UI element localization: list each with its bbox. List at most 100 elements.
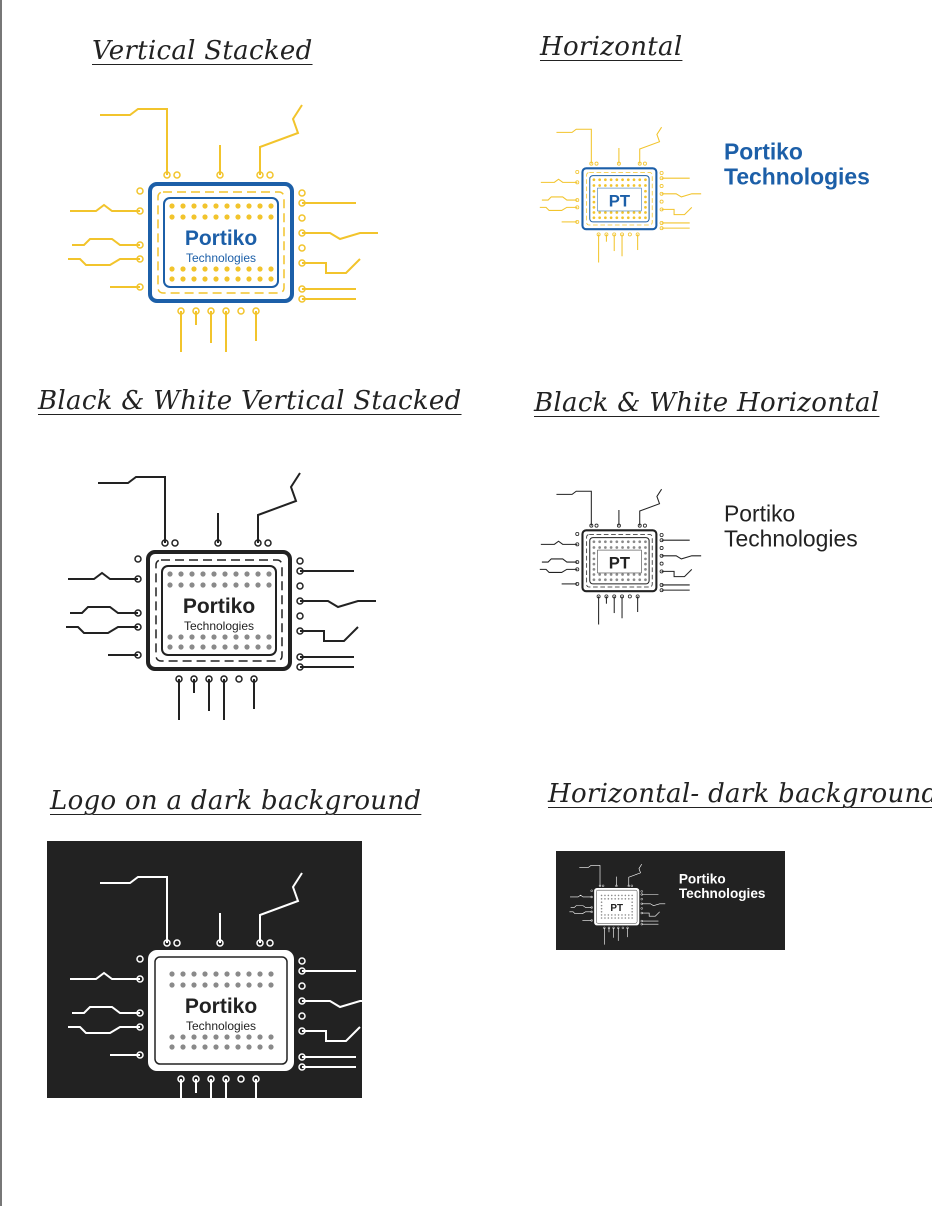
chip-dot	[592, 540, 596, 544]
chip-dot	[621, 573, 624, 576]
chip-dot	[609, 546, 613, 549]
chip-dot	[631, 911, 633, 913]
chip-brand-name: Portiko	[185, 995, 257, 1018]
chip-dot	[592, 567, 596, 571]
chip-dot	[638, 216, 642, 220]
lead-right-4	[661, 193, 702, 198]
chip-dot	[609, 578, 613, 582]
chip-dot	[169, 214, 175, 220]
lead-bottom-5-pin	[237, 307, 245, 315]
chip-dot	[604, 898, 606, 900]
heading-vertical-stacked: Vertical Stacked	[92, 36, 313, 66]
chip-dot	[257, 266, 263, 272]
lead-left-4-pin	[575, 219, 580, 224]
chip-monogram: PT	[610, 903, 623, 914]
chip-dot	[610, 898, 613, 900]
chip-dot	[592, 557, 596, 561]
logo-wordmark-line1: Portiko	[724, 500, 795, 526]
chip-dot	[607, 917, 610, 919]
lead-top-3-pin	[214, 539, 222, 547]
chip-dot	[244, 571, 250, 577]
lead-right-4-pin	[640, 902, 643, 905]
chip-dot	[600, 894, 603, 897]
chip-dot	[244, 582, 250, 588]
lead-top-4-pin	[637, 161, 642, 166]
chip-dot	[257, 982, 263, 988]
chip-dot	[257, 971, 263, 977]
chip-dot	[614, 914, 616, 916]
chip-dot	[244, 634, 250, 640]
chip-monogram-box	[597, 187, 642, 212]
chip-dot	[598, 216, 602, 220]
chip-brand-subtitle: Technologies	[186, 1019, 256, 1033]
lead-left-1	[540, 540, 578, 545]
chip-dot	[244, 644, 250, 650]
lead-left-1-pin	[575, 542, 580, 547]
chip-dot	[202, 214, 208, 220]
chip-dot	[189, 634, 195, 640]
chip-dot	[615, 216, 619, 220]
chip-dot	[202, 203, 208, 209]
chip-dot	[257, 1034, 263, 1040]
lead-top-1-pin	[589, 161, 594, 166]
chip-dot	[235, 971, 241, 977]
chip-dot	[180, 214, 186, 220]
chip-dot	[621, 184, 624, 187]
lead-bottom-5-pin	[237, 1075, 245, 1083]
lead-left-3-pin	[575, 567, 580, 572]
chip-die	[163, 197, 279, 288]
page-left-border	[0, 0, 2, 1206]
chip-dot	[610, 894, 613, 897]
chip-dot	[202, 971, 208, 977]
lead-bottom-5-pin	[621, 926, 625, 930]
chip-dot	[604, 917, 606, 919]
lead-left-2-pin	[134, 609, 142, 617]
chip-dot	[632, 216, 636, 220]
chip-dot	[224, 1044, 230, 1050]
chip-dot	[224, 214, 230, 220]
lead-bottom-2-pin	[604, 594, 609, 599]
lead-top-3-pin	[616, 161, 621, 166]
lead-bottom-2-pin	[192, 307, 200, 315]
lead-bottom-5-pin	[627, 594, 632, 599]
chip-dot	[246, 266, 252, 272]
chip-dot	[600, 917, 603, 919]
lead-bottom-1-pin	[177, 1075, 185, 1083]
chip-dot	[609, 216, 613, 220]
chip-dot	[626, 578, 630, 582]
lead-right-6	[302, 1026, 361, 1042]
chip-dot	[235, 1034, 241, 1040]
lead-left-4-pin	[590, 919, 593, 922]
lead-left-4-pin	[134, 651, 142, 659]
chip-dot	[617, 917, 620, 919]
lead-right-8-pin	[659, 226, 664, 231]
chip-dot	[627, 914, 630, 916]
chip-label-background	[164, 589, 274, 633]
chip-monogram-box	[603, 900, 630, 915]
lead-left-1-pin	[136, 207, 144, 215]
chip-dashed-frame	[597, 890, 637, 923]
lead-bottom-1-pin	[177, 307, 185, 315]
chip-dot	[644, 205, 647, 209]
lead-left-1	[68, 571, 138, 580]
lead-right-6-pin	[296, 627, 304, 635]
heading-dark-vertical: Logo on a dark background	[50, 786, 422, 816]
chip-dot	[631, 894, 633, 897]
chip-dot	[598, 184, 602, 187]
chip-dot	[607, 914, 610, 916]
chip-dot	[268, 1034, 274, 1040]
heading-bw-horizontal: Black & White Horizontal	[534, 388, 880, 418]
lead-left-1	[570, 894, 592, 898]
lead-left-2-pin	[590, 906, 593, 909]
lead-right-5-pin	[640, 907, 643, 910]
chip-dot	[592, 184, 596, 187]
chip-dot	[257, 203, 263, 209]
chip-dot	[213, 276, 219, 282]
chip-dot	[257, 1044, 263, 1050]
chip-dashed-frame	[586, 172, 653, 226]
lead-right-2-pin	[296, 567, 304, 575]
chip-die	[589, 537, 650, 585]
chip-dot	[626, 211, 630, 214]
lead-right-6-pin	[640, 911, 643, 915]
